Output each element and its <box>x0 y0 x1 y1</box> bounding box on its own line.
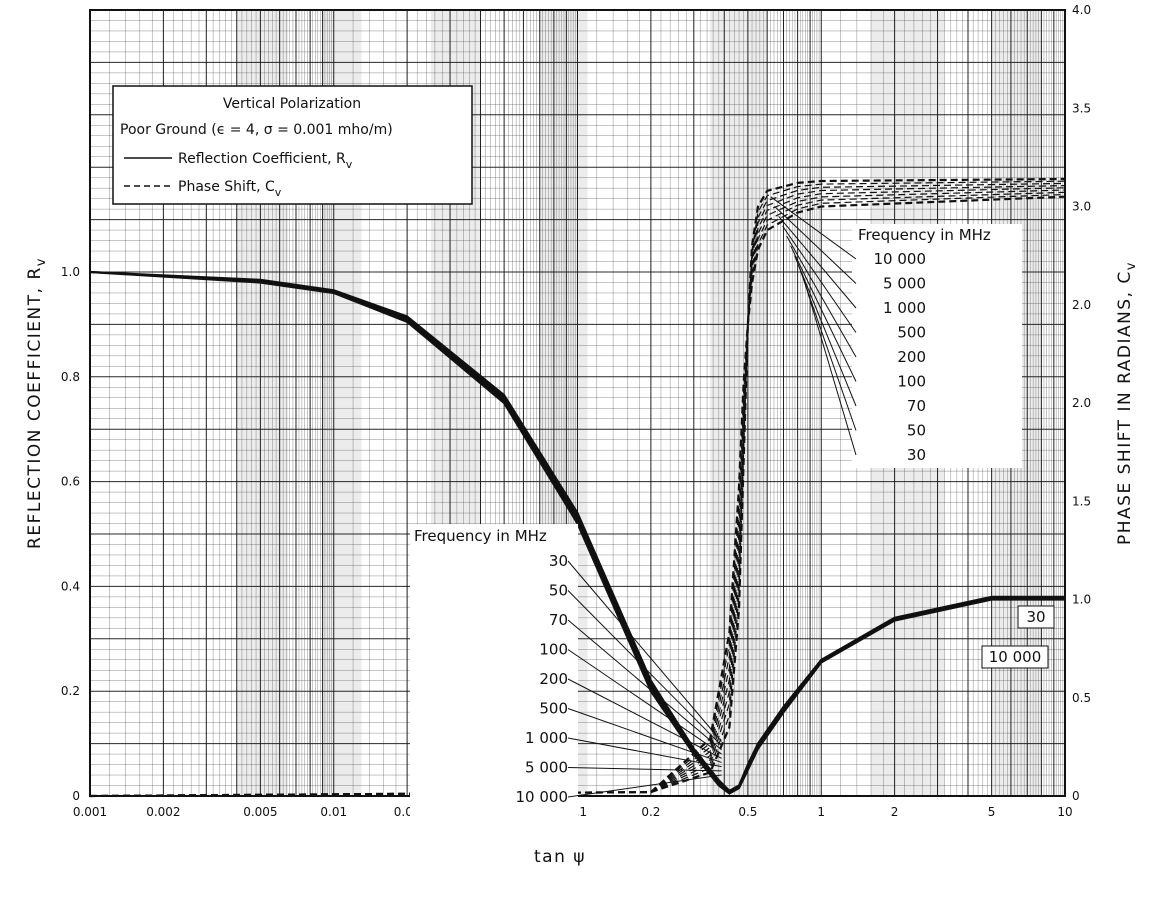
legend-solid-text: Reflection Coefficient, R <box>178 151 346 167</box>
y-tick-label: 1.0 <box>61 265 80 279</box>
y2-axis-ticks: 0 0.5 1.0 1.5 2.0 2.0 3.0 3.5 4.0 <box>1072 3 1091 803</box>
phase-line <box>89 195 1066 798</box>
phase-annot-leader <box>770 196 857 260</box>
y2-tick-label: 3.0 <box>1072 200 1091 214</box>
y-tick-label: 0 <box>72 789 80 803</box>
phase-annot-label: 200 <box>897 348 926 366</box>
series-layer <box>89 177 1066 798</box>
phase-annot-leader <box>802 275 857 456</box>
refl-annot-label: 70 <box>549 611 568 629</box>
phase-line <box>89 177 1066 798</box>
phase-annot-label: 100 <box>897 373 926 391</box>
y-tick-label: 0.8 <box>61 370 80 384</box>
legend-title: Vertical Polarization <box>223 96 361 112</box>
phase-annot-leader <box>794 255 857 407</box>
phase-annot-label: 50 <box>907 422 926 440</box>
legend-solid-label: Reflection Coefficient, Rv <box>178 151 353 171</box>
phase-annot-header: Frequency in MHz <box>858 226 991 244</box>
y2-axis-title-sub: v <box>1124 261 1139 270</box>
y2-tick-label: 3.5 <box>1072 101 1091 115</box>
y-tick-label: 0.4 <box>61 579 80 593</box>
legend: Vertical Polarization Poor Ground (ϵ = 4… <box>112 85 473 205</box>
refl-annot-leader <box>567 767 722 772</box>
refl-annot-label: 5 000 <box>525 759 568 777</box>
phase-annot-leader <box>774 206 857 284</box>
legend-dashed-sub: v <box>275 186 282 199</box>
phase-annot-leader <box>782 225 857 333</box>
phase-annot-leader <box>790 245 857 382</box>
refl-annot-label: 10 000 <box>516 788 569 806</box>
refl-annot-box <box>410 524 578 834</box>
y2-tick-label: 4.0 <box>1072 3 1091 17</box>
reflection-line <box>89 270 1065 795</box>
y2-tick-label: 2.0 <box>1072 396 1091 410</box>
phase-annot-label: 30 <box>907 446 926 464</box>
refl-annot-leader <box>567 560 722 742</box>
refl-annot-leader <box>567 774 722 798</box>
y-axis-title-text: REFLECTION COEFFICIENT, R <box>25 266 45 549</box>
high-label-30: 30 <box>1026 608 1045 626</box>
refl-annot-leader <box>567 619 722 751</box>
phase-annot-label: 1 000 <box>883 299 926 317</box>
legend-box <box>112 85 473 205</box>
paper-shading-band <box>710 10 768 796</box>
phase-annot-label: 70 <box>907 397 926 415</box>
x-tick-label: 5 <box>988 805 996 819</box>
refl-annot-label: 200 <box>539 670 568 688</box>
high-label-10000: 10 000 <box>989 648 1042 666</box>
refl-annot-label: 1 000 <box>525 729 568 747</box>
x-tick-label: 0.001 <box>73 805 107 819</box>
y-axis-ticks: 0 0.2 0.4 0.6 0.8 1.0 <box>61 265 80 803</box>
legend-dashed-label: Phase Shift, Cv <box>178 179 282 199</box>
refl-annot-leader <box>567 708 722 763</box>
x-tick-label: 2 <box>891 805 899 819</box>
x-tick-label: 1 <box>817 805 825 819</box>
refl-annot-leader <box>567 678 722 759</box>
y2-axis-title-text: PHASE SHIFT IN RADIANS, C <box>1115 270 1135 545</box>
refl-annot-label: 50 <box>549 582 568 600</box>
refl-annot-leader <box>567 649 722 755</box>
phase-annot-leader <box>778 216 857 309</box>
refl-annot-label: 100 <box>539 641 568 659</box>
y-tick-label: 0.6 <box>61 475 80 489</box>
x-tick-label: 0.5 <box>738 805 757 819</box>
phase-annot-label: 10 000 <box>874 250 927 268</box>
y2-tick-label: 2.0 <box>1072 298 1091 312</box>
y2-tick-label: 1.5 <box>1072 494 1091 508</box>
high-label-box <box>1017 605 1055 629</box>
x-tick-label: 0.002 <box>146 805 180 819</box>
refl-annot-leader <box>567 590 722 747</box>
legend-subtitle: Poor Ground (ϵ = 4, σ = 0.001 mho/m) <box>120 122 393 138</box>
legend-dashed-text: Phase Shift, C <box>178 179 275 195</box>
high-label-box <box>981 645 1049 669</box>
y-axis-title-sub: v <box>34 257 49 266</box>
x-tick-label: 0.01 <box>320 805 347 819</box>
x-tick-label: 10 <box>1057 805 1072 819</box>
y2-tick-label: 0.5 <box>1072 691 1091 705</box>
phase-annot-label: 5 000 <box>883 275 926 293</box>
refl-annot-leader <box>567 737 722 768</box>
x-axis-title: tan ψ <box>534 847 586 867</box>
x-tick-label: 0.005 <box>243 805 277 819</box>
phase-annot-box <box>852 224 1022 468</box>
y2-axis-title: PHASE SHIFT IN RADIANS, Cv <box>1115 261 1139 545</box>
x-tick-label: 0.2 <box>641 805 660 819</box>
phase-annot-label: 500 <box>897 324 926 342</box>
refl-annot-label: 500 <box>539 700 568 718</box>
high-angle-annotation: 30 10 000 <box>981 605 1055 669</box>
phase-line <box>89 187 1066 797</box>
refl-annot-header: Frequency in MHz <box>414 527 547 545</box>
y-tick-label: 0.2 <box>61 684 80 698</box>
phase-frequency-annotation: Frequency in MHz 10 000 5 000 1 000 500 200 10… <box>770 196 1022 468</box>
refl-annot-label: 30 <box>549 552 568 570</box>
y2-tick-label: 0 <box>1072 789 1080 803</box>
legend-solid-sub: v <box>346 158 353 171</box>
phase-annot-leader <box>786 235 857 358</box>
y2-tick-label: 1.0 <box>1072 593 1091 607</box>
y-axis-title: REFLECTION COEFFICIENT, Rv <box>25 257 49 549</box>
